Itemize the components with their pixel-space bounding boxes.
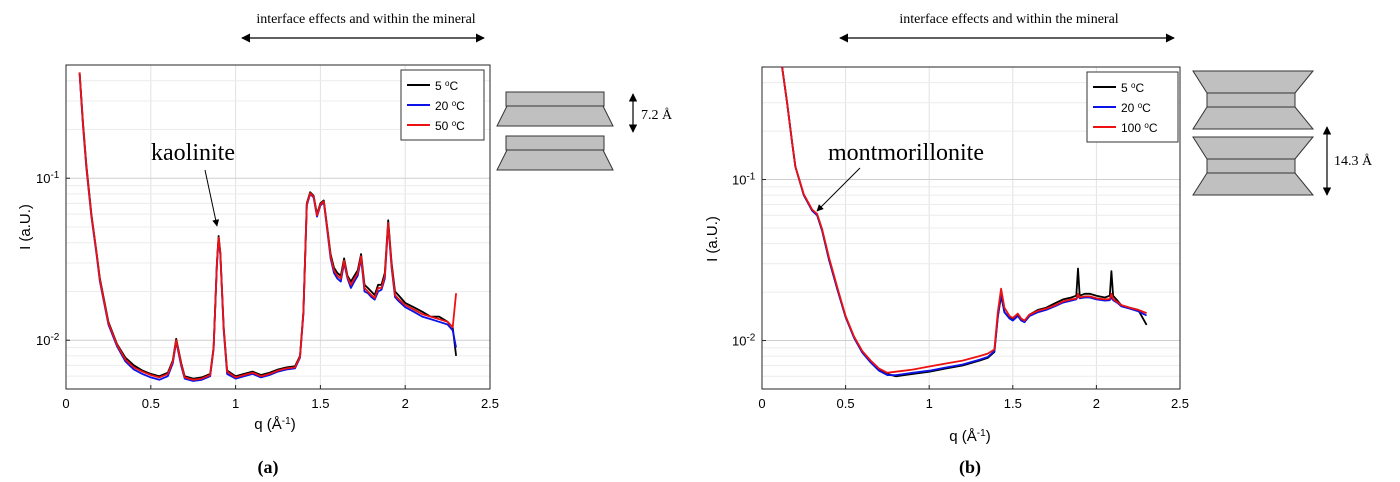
header-right: interface effects and within the mineral [839, 12, 1175, 43]
x-axis-label: q (Å-1) [949, 428, 990, 446]
x-tick-label: 2.5 [1171, 396, 1189, 411]
mont-lower-trapezoid [1192, 106, 1315, 130]
x-tick-label: 0.5 [837, 396, 855, 411]
mont-lower-trapezoid-2 [1192, 172, 1315, 196]
chart-kaolinite: 0 0.5 1 1.5 2 2.5 10-1 10-2 q (Å-1) I (a.U.) 5 … [17, 64, 499, 434]
x-tick-label: 2 [1093, 396, 1100, 411]
y-tick-label: 10-2 [732, 332, 756, 349]
mont-top-trapezoid-2 [1192, 136, 1315, 160]
kaolinite-top-sheet [505, 91, 605, 107]
x-tick-label: 1.5 [1004, 396, 1022, 411]
x-tick-label: 0 [62, 396, 69, 411]
legend-entry: 5 oC [435, 79, 458, 94]
x-tick-label: 1.5 [311, 396, 329, 411]
plot-frame [761, 66, 1181, 390]
annotation: kaolinite [151, 140, 235, 227]
caption-b: (b) [959, 457, 981, 478]
legend: 5 oC 20 oC 50 oC [400, 69, 485, 141]
mineral-annotation: kaolinite [151, 140, 235, 166]
header-left: interface effects and within the mineral [241, 12, 485, 43]
x-tick-label: 0 [758, 396, 765, 411]
legend-entry: 50 oC [435, 119, 465, 134]
spacing-label-left: 7.2 Å [641, 107, 673, 123]
y-axis-label: I (a.U.) [17, 204, 34, 250]
y-tick-label: 10-1 [732, 171, 756, 188]
header-text-left: interface effects and within the mineral [256, 12, 475, 27]
legend-entry: 100 oC [1121, 121, 1158, 136]
legend: 5 oC 20 oC 100 oC [1086, 71, 1179, 143]
legend-entry: 5 oC [1121, 81, 1144, 96]
kaolinite-bottom-sheet [505, 135, 605, 151]
y-axis-label: I (a.U.) [704, 216, 721, 262]
y-tick-label: 10-1 [36, 170, 60, 187]
legend-box [1086, 71, 1179, 143]
kaolinite-top-trapezoid [496, 105, 614, 127]
x-tick-label: 0.5 [142, 396, 160, 411]
x-tick-label: 2 [402, 396, 409, 411]
mont-mid-sheet [1206, 92, 1296, 108]
mont-top-trapezoid [1192, 70, 1315, 94]
legend-entry: 20 oC [435, 99, 465, 114]
series-line-2 [781, 66, 1147, 374]
tick-labels: 0 0.5 1 1.5 2 2.5 10-1 10-2 [36, 170, 499, 411]
series-line-2 [78, 72, 457, 381]
chart-montmorillonite: 0 0.5 1 1.5 2 2.5 10-1 10-2 q (Å-1) I (a.U.) 5 … [704, 66, 1189, 446]
series-group [78, 72, 457, 382]
tick-labels: 0 0.5 1 1.5 2 2.5 10-1 10-2 [732, 171, 1189, 411]
plot-frame [65, 64, 491, 390]
montmorillonite-layer-diagram: 14.3 Å [1192, 70, 1373, 196]
spacing-label-right: 14.3 Å [1334, 153, 1373, 169]
x-tick-label: 1 [926, 396, 933, 411]
annotation-arrow [816, 167, 861, 212]
kaolinite-layer-diagram: 7.2 Å [496, 91, 673, 171]
y-tick-label: 10-2 [36, 332, 60, 349]
series-line-0 [78, 72, 457, 380]
mont-mid-sheet-2 [1206, 158, 1296, 174]
x-axis-label: q (Å-1) [254, 416, 295, 434]
kaolinite-bottom-trapezoid [496, 149, 614, 171]
annotation: montmorillonite [816, 140, 984, 212]
legend-entry: 20 oC [1121, 101, 1151, 116]
series-group [781, 66, 1148, 378]
header-text-right: interface effects and within the mineral [899, 12, 1118, 27]
annotation-arrow [204, 169, 220, 227]
x-tick-label: 1 [232, 396, 239, 411]
x-tick-label: 2.5 [481, 396, 499, 411]
mineral-annotation: montmorillonite [828, 140, 984, 166]
caption-a: (a) [258, 457, 279, 478]
